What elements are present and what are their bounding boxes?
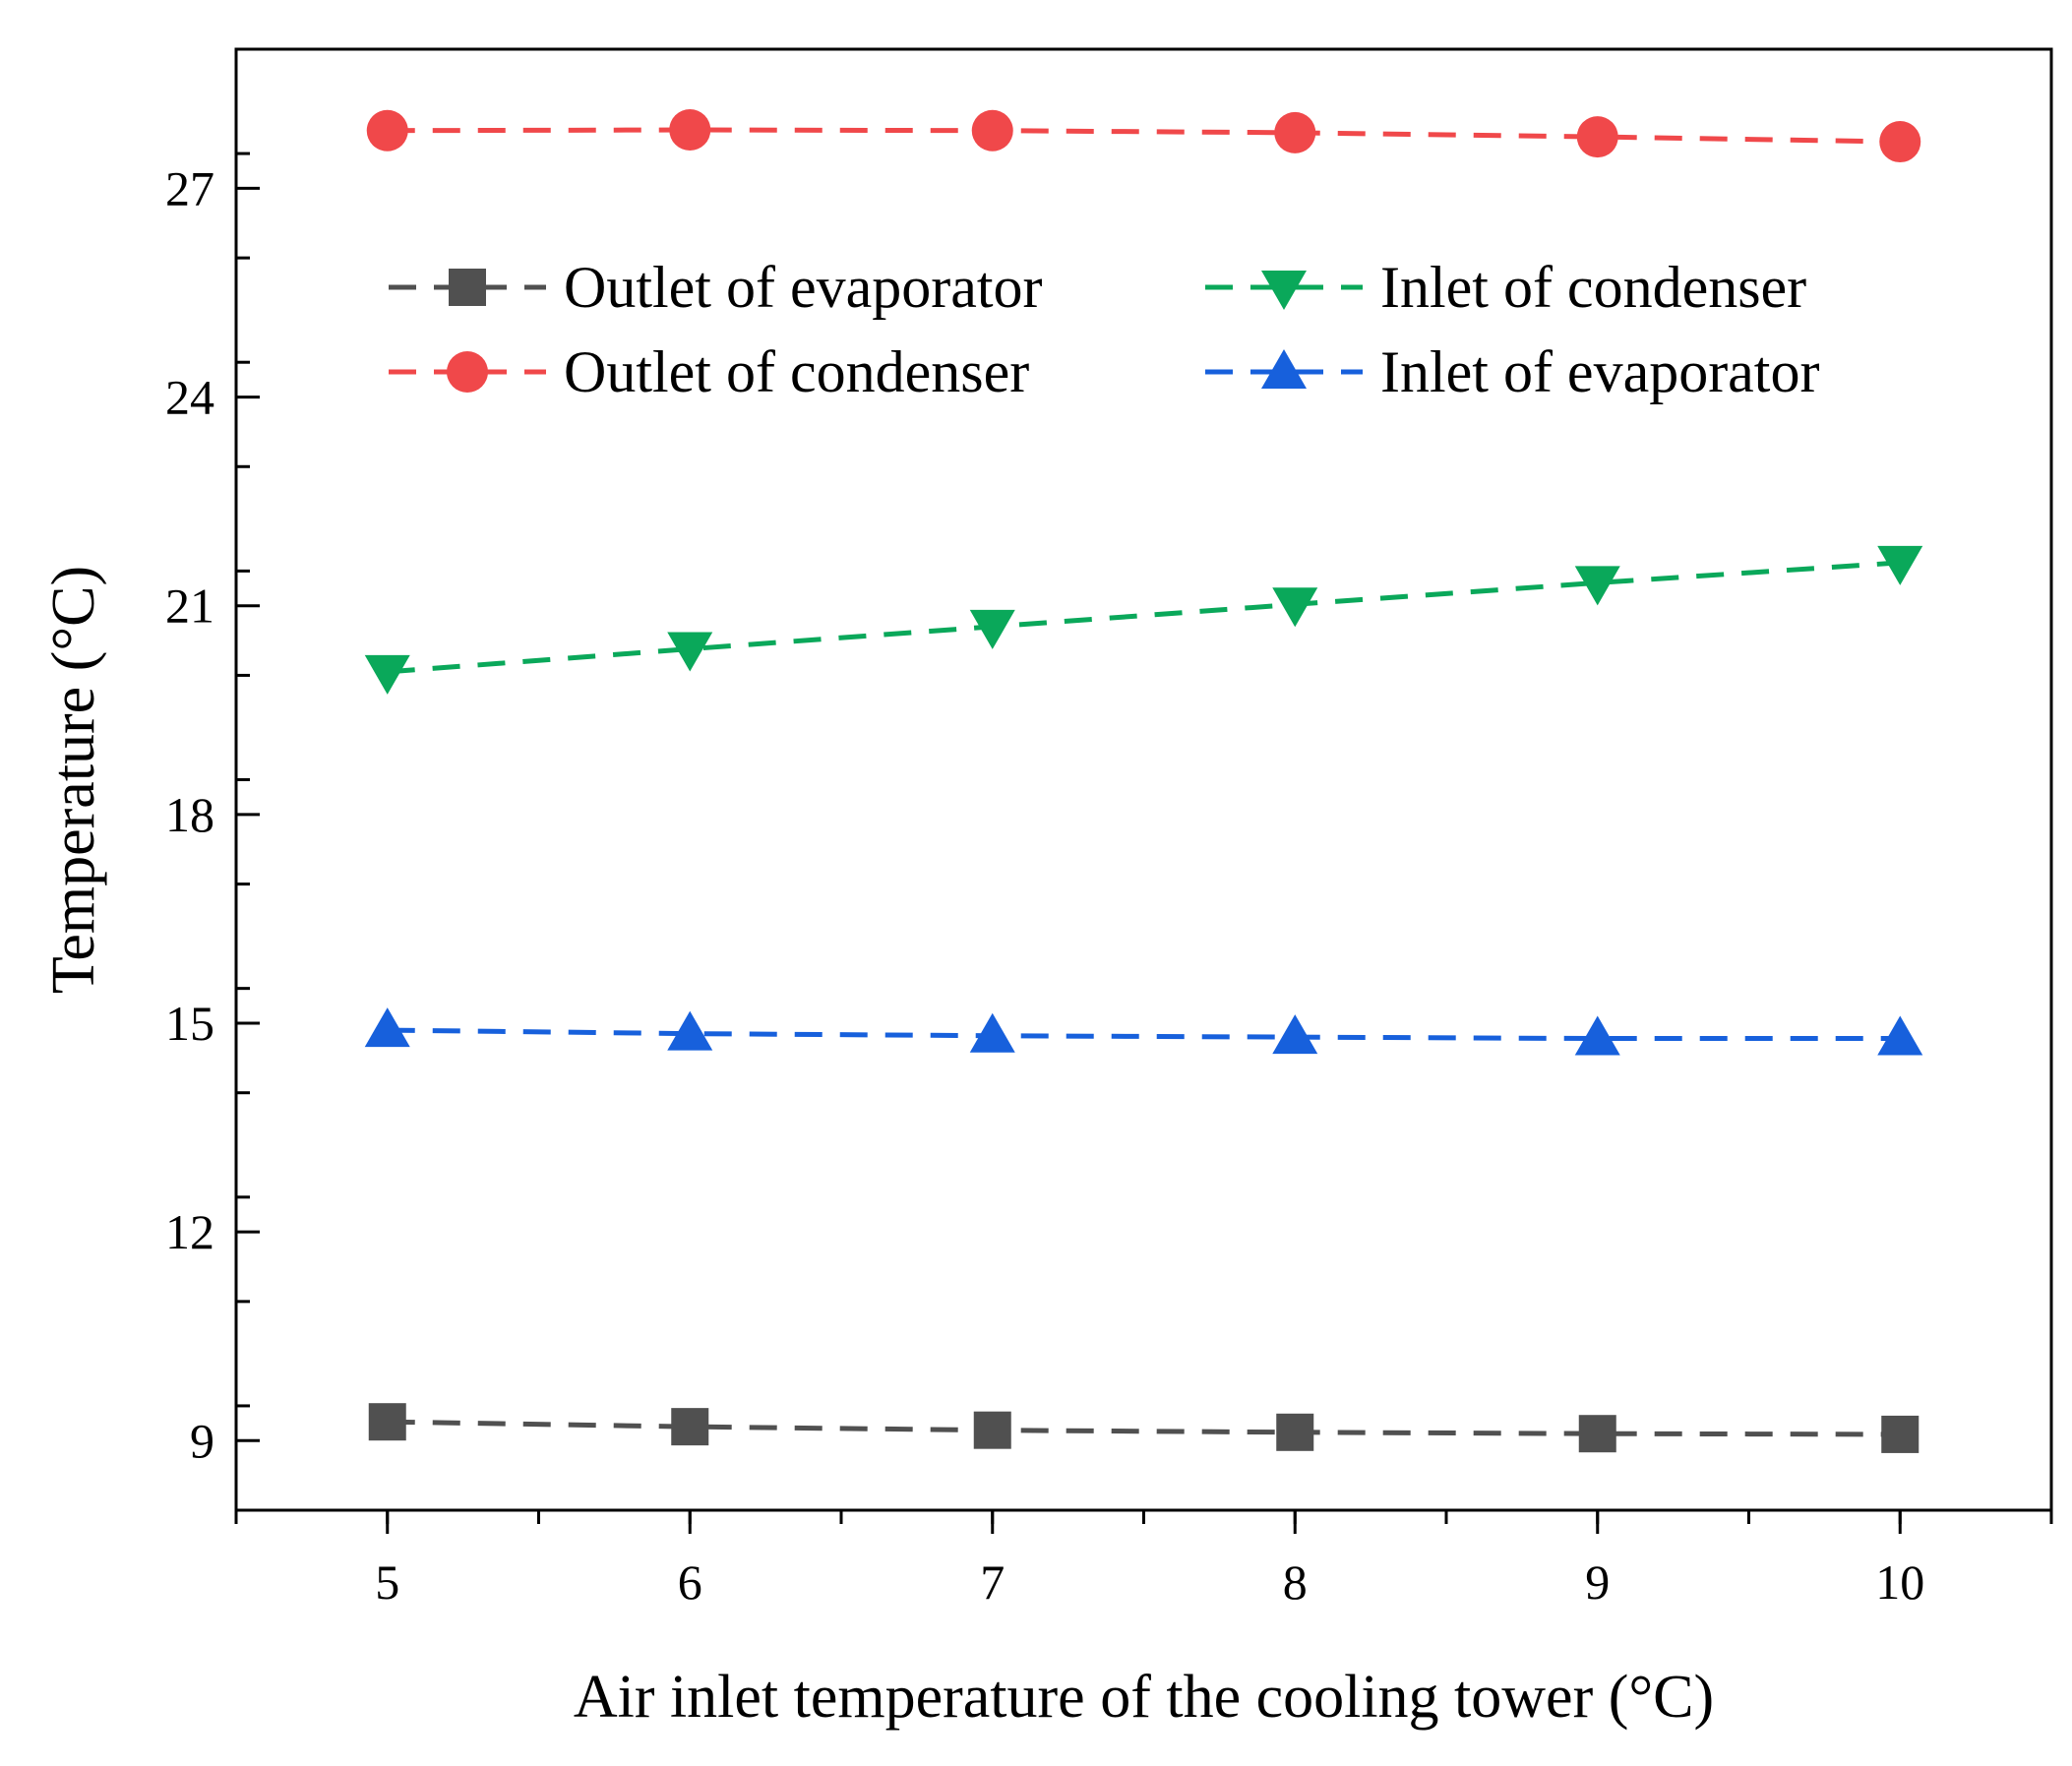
y-tick-label: 9 [190,1413,214,1468]
data-point [1272,1014,1318,1055]
series-outlet-of-condenser [366,109,1921,163]
legend-item: Outlet of evaporator [389,255,1042,320]
x-tick-label: 7 [980,1554,1005,1610]
data-point [1574,1015,1620,1056]
x-tick-label: 10 [1875,1554,1924,1610]
legend-marker [1261,349,1307,389]
data-point [1576,116,1618,158]
data-point [1272,587,1318,628]
legend-label: Outlet of evaporator [564,255,1042,320]
data-point [667,1010,713,1051]
data-point [969,609,1015,649]
data-point [1574,566,1620,606]
legend-item: Inlet of evaporator [1205,339,1819,404]
series-layer [364,109,1923,1453]
legend-marker [449,269,486,306]
data-point [1274,111,1316,153]
y-tick-label: 21 [165,579,214,634]
data-point [667,632,713,672]
series-line [387,1419,1901,1437]
legend-marker [1261,271,1307,310]
legend: Outlet of evaporator Inlet of condenser Ou… [389,255,1819,404]
x-tick-label: 9 [1585,1554,1610,1610]
data-point [671,1408,709,1446]
series-line [387,1027,1901,1042]
y-tick-label: 15 [165,996,214,1051]
data-point [366,109,408,152]
series-inlet-of-condenser [364,545,1923,695]
data-point [1877,545,1923,585]
y-tick-label: 24 [165,370,214,425]
y-tick-label: 12 [165,1204,214,1259]
series-inlet-of-evaporator [364,1007,1923,1056]
data-point [364,1007,410,1048]
x-tick-label: 8 [1283,1554,1308,1610]
legend-label: Outlet of condenser [564,339,1029,404]
legend-marker [447,351,488,393]
data-point [973,1411,1011,1449]
legend-label: Inlet of evaporator [1380,339,1819,404]
x-tick-label: 5 [375,1554,399,1610]
legend-item: Inlet of condenser [1205,255,1806,320]
data-point [971,109,1013,152]
y-tick-label: 27 [165,160,214,215]
data-point [669,109,711,152]
data-point [1877,1015,1923,1056]
legend-item: Outlet of condenser [389,339,1029,404]
legend-label: Inlet of condenser [1380,255,1806,320]
data-point [368,1403,406,1441]
y-axis-title: Temperature (°C) [40,566,107,994]
series-line [387,127,1901,145]
series-outlet-of-evaporator [368,1403,1920,1453]
data-point [969,1012,1015,1053]
x-tick-label: 6 [678,1554,702,1610]
data-point [1881,1415,1920,1453]
y-axis: 9 12 15 18 21 24 27 [165,47,260,1512]
data-point [1276,1413,1314,1451]
data-point [1879,121,1921,163]
data-point [364,654,410,695]
data-point [1578,1415,1616,1453]
x-axis: 5 6 7 8 9 10 [234,1510,2053,1610]
y-tick-label: 18 [165,787,214,842]
x-axis-title: Air inlet temperature of the cooling tow… [574,1664,1714,1731]
series-line [387,560,1901,675]
